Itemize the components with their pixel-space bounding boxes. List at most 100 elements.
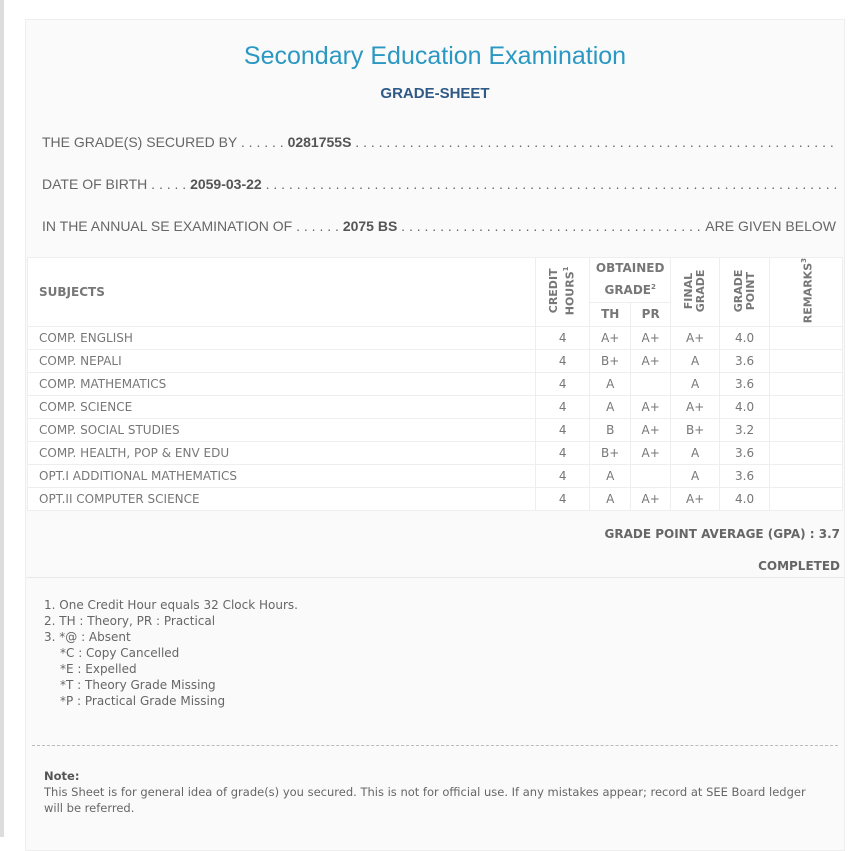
- disclaimer: Note: This Sheet is for general idea of …: [44, 768, 824, 816]
- col-grade-point: GRADE POINT: [719, 256, 771, 328]
- dashed-divider: [32, 745, 838, 746]
- footnote-item: 2. TH : Theory, PR : Practical: [44, 614, 216, 628]
- footnote-item: *P : Practical Grade Missing: [60, 694, 226, 708]
- col-obtained: OBTAINED GRADE2: [589, 257, 672, 303]
- cell-th: A+: [589, 326, 632, 351]
- cell-pr: A+: [630, 418, 672, 443]
- col-remarks: REMARKS3: [769, 256, 843, 328]
- note-text: This Sheet is for general idea of grade(…: [44, 785, 806, 815]
- cell-th: B+: [589, 349, 632, 374]
- cell-remarks: [769, 349, 843, 374]
- cell-remarks: [769, 326, 843, 351]
- cell-final: A: [670, 441, 721, 466]
- cell-final: A: [670, 349, 721, 374]
- cell-pr: [630, 464, 672, 489]
- cell-remarks: [769, 441, 843, 466]
- cell-final: A+: [670, 487, 721, 512]
- cell-subject: COMP. HEALTH, POP & ENV EDU: [26, 441, 537, 466]
- dob-label: DATE OF BIRTH: [42, 176, 148, 192]
- cell-remarks: [769, 418, 843, 443]
- cell-credit: 4: [535, 487, 591, 512]
- cell-credit: 4: [535, 464, 591, 489]
- table-row: OPT.II COMPUTER SCIENCE 4 A A+ A+ 4.0: [26, 487, 843, 512]
- table-row: COMP. SOCIAL STUDIES 4 B A+ B+ 3.2: [26, 418, 843, 443]
- cell-th: A: [589, 395, 632, 420]
- cell-gp: 3.6: [719, 464, 771, 489]
- exam-suffix: ARE GIVEN BELOW: [705, 218, 836, 234]
- cell-final: A: [670, 464, 721, 489]
- col-credit: CREDIT HOURS1: [535, 256, 591, 328]
- table-row: COMP. ENGLISH 4 A+ A+ A+ 4.0: [26, 326, 843, 351]
- footnote-item: *E : Expelled: [60, 662, 137, 676]
- cell-remarks: [769, 487, 843, 512]
- cell-remarks: [769, 464, 843, 489]
- cell-pr: A+: [630, 487, 672, 512]
- table-row: COMP. NEPALI 4 B+ A+ A 3.6: [26, 349, 843, 374]
- cell-th: A: [589, 464, 632, 489]
- footnote-item: 1. One Credit Hour equals 32 Clock Hours…: [44, 598, 298, 612]
- dob-line: DATE OF BIRTH . . . . . 2059-03-22 . . .…: [42, 176, 836, 192]
- cell-th: B: [589, 418, 632, 443]
- cell-credit: 4: [535, 441, 591, 466]
- cell-subject: COMP. SOCIAL STUDIES: [26, 418, 537, 443]
- cell-final: B+: [670, 418, 721, 443]
- footnote-item: 3. *@ : Absent: [44, 630, 131, 644]
- cell-gp: 3.6: [719, 441, 771, 466]
- cell-final: A+: [670, 326, 721, 351]
- cell-pr: A+: [630, 395, 672, 420]
- secured-label: THE GRADE(S) SECURED BY: [42, 134, 237, 150]
- exam-line: IN THE ANNUAL SE EXAMINATION OF . . . . …: [42, 218, 836, 234]
- divider: [26, 577, 844, 578]
- cell-subject: COMP. MATHEMATICS: [26, 372, 537, 397]
- grade-sheet: Secondary Education Examination GRADE-SH…: [25, 19, 845, 851]
- cell-gp: 3.6: [719, 349, 771, 374]
- cell-gp: 4.0: [719, 395, 771, 420]
- footnote-item: *T : Theory Grade Missing: [60, 678, 216, 692]
- col-final: FINAL GRADE: [670, 256, 721, 328]
- exam-label: IN THE ANNUAL SE EXAMINATION OF: [42, 218, 293, 234]
- cell-credit: 4: [535, 326, 591, 351]
- cell-gp: 3.2: [719, 418, 771, 443]
- cell-subject: OPT.I ADDITIONAL MATHEMATICS: [26, 464, 537, 489]
- page-subtitle: GRADE-SHEET: [380, 85, 490, 102]
- cell-credit: 4: [535, 418, 591, 443]
- result-status: COMPLETED: [758, 559, 840, 573]
- cell-subject: COMP. SCIENCE: [26, 395, 537, 420]
- cell-th: A: [589, 372, 632, 397]
- cell-credit: 4: [535, 349, 591, 374]
- cell-pr: A+: [630, 326, 672, 351]
- cell-remarks: [769, 395, 843, 420]
- cell-subject: OPT.II COMPUTER SCIENCE: [26, 487, 537, 512]
- cell-th: B+: [589, 441, 632, 466]
- note-label: Note:: [44, 769, 80, 783]
- exam-year: 2075 BS: [342, 218, 398, 234]
- cell-remarks: [769, 372, 843, 397]
- cell-gp: 4.0: [719, 326, 771, 351]
- cell-gp: 4.0: [719, 487, 771, 512]
- footnotes: 1. One Credit Hour equals 32 Clock Hours…: [44, 597, 298, 709]
- col-subjects: SUBJECTS: [26, 256, 537, 328]
- dob-value: 2059-03-22: [190, 176, 262, 192]
- cell-pr: A+: [630, 441, 672, 466]
- secured-by-line: THE GRADE(S) SECURED BY . . . . . . 0281…: [42, 134, 836, 150]
- cell-final: A: [670, 372, 721, 397]
- grades-table: SUBJECTS CREDIT HOURS1 OBTAINED GRADE2 F…: [26, 256, 843, 512]
- symbol-number: 0281755S: [287, 134, 352, 150]
- cell-final: A+: [670, 395, 721, 420]
- table-row: COMP. SCIENCE 4 A A+ A+ 4.0: [26, 395, 843, 420]
- cell-th: A: [589, 487, 632, 512]
- table-row: COMP. MATHEMATICS 4 A A 3.6: [26, 372, 843, 397]
- page-title: Secondary Education Examination: [243, 42, 627, 70]
- cell-subject: COMP. ENGLISH: [26, 326, 537, 351]
- col-pr: PR: [630, 301, 672, 328]
- footnote-item: *C : Copy Cancelled: [60, 646, 180, 660]
- gpa-value: GRADE POINT AVERAGE (GPA) : 3.7: [604, 527, 841, 541]
- table-row: COMP. HEALTH, POP & ENV EDU 4 B+ A+ A 3.6: [26, 441, 843, 466]
- cell-credit: 4: [535, 372, 591, 397]
- cell-subject: COMP. NEPALI: [26, 349, 537, 374]
- table-row: OPT.I ADDITIONAL MATHEMATICS 4 A A 3.6: [26, 464, 843, 489]
- cell-pr: A+: [630, 349, 672, 374]
- cell-credit: 4: [535, 395, 591, 420]
- cell-gp: 3.6: [719, 372, 771, 397]
- page-edge: [0, 0, 4, 837]
